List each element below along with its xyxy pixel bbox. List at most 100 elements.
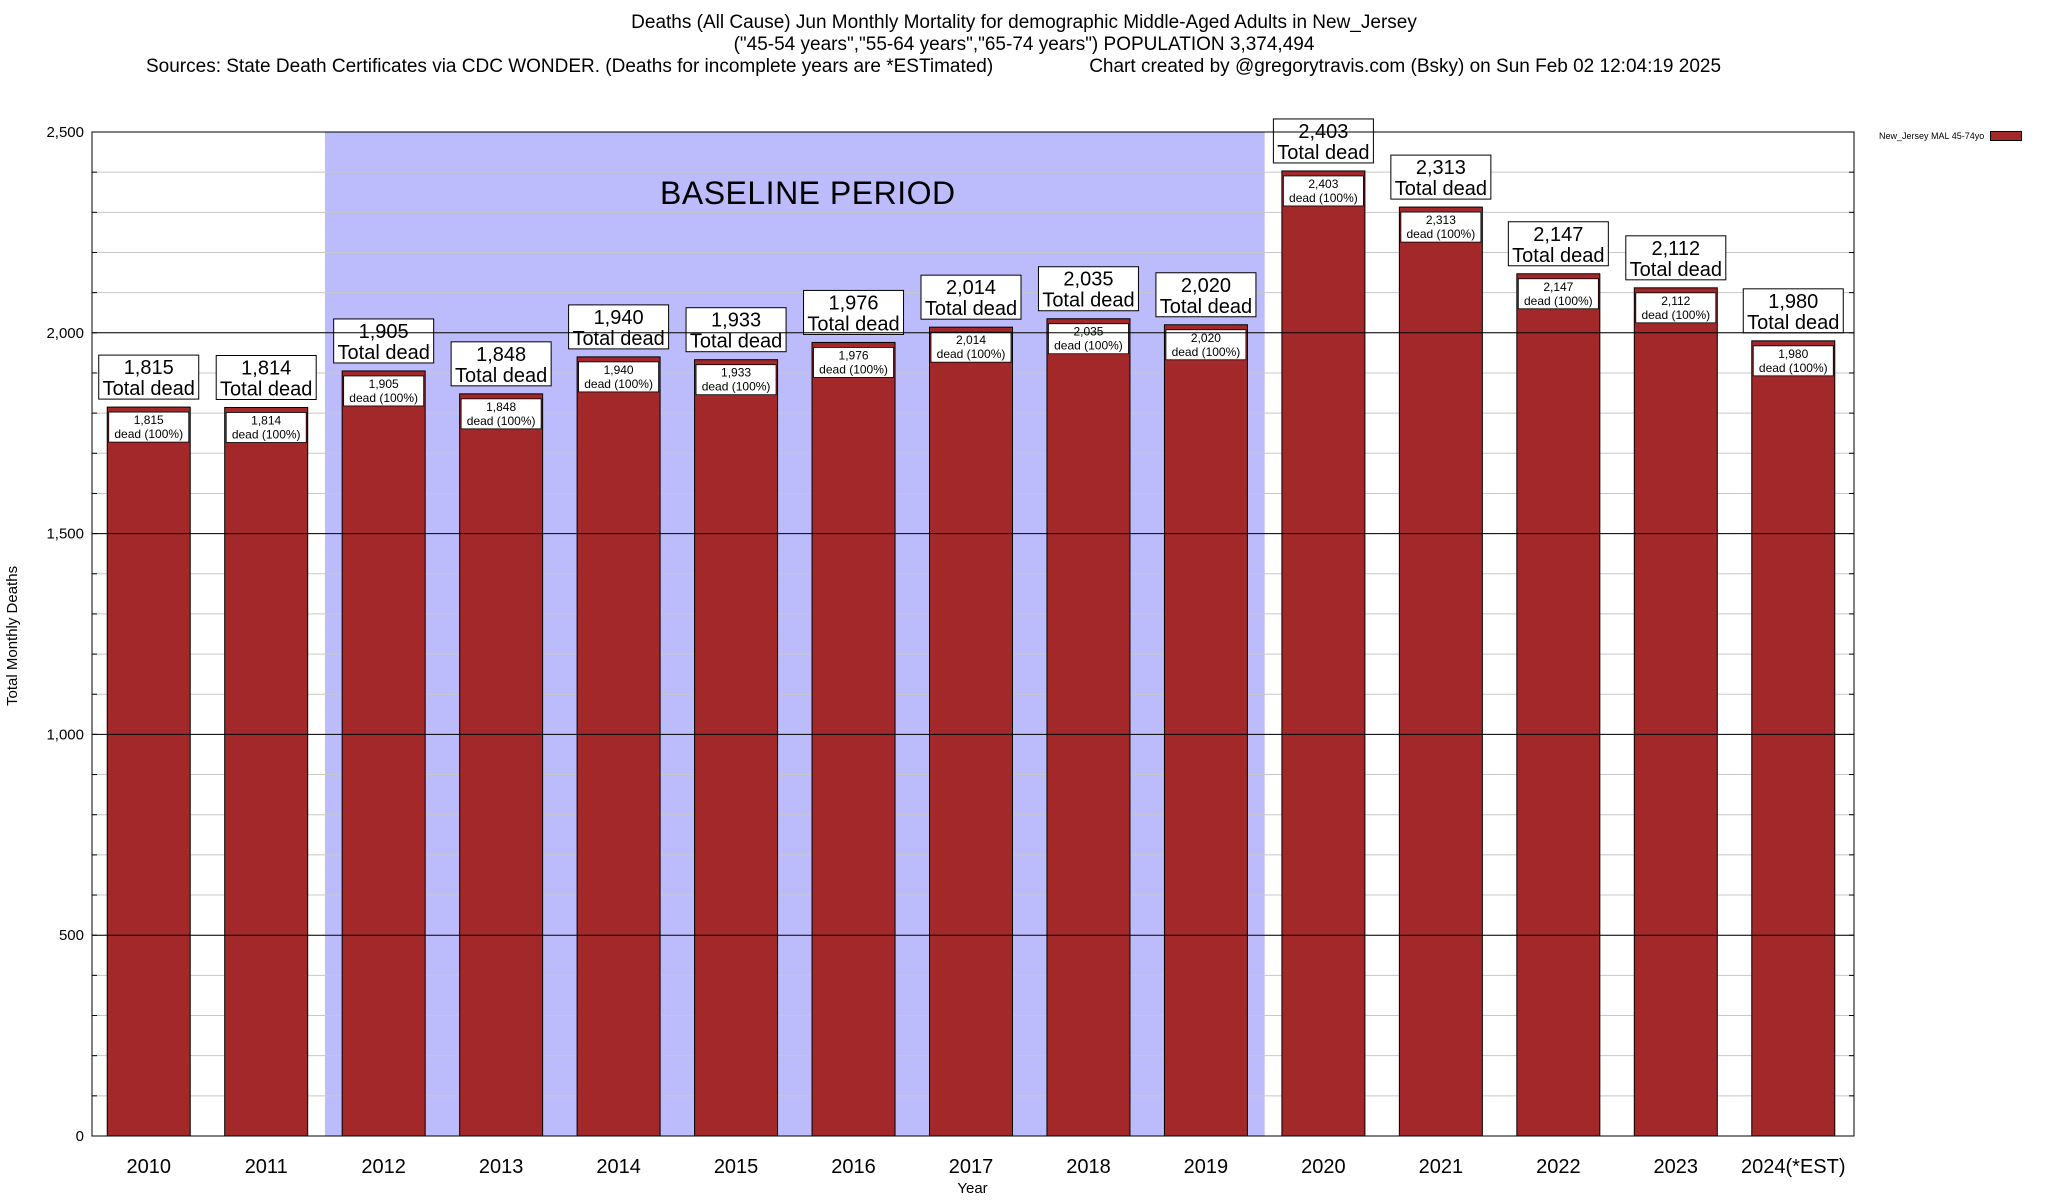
- plot-border: [91, 131, 1855, 1137]
- bar-inner-pct-label: dead (100%): [232, 427, 301, 441]
- bar-inner-value-label: 1,940: [604, 363, 634, 377]
- bar-inner-pct-label: dead (100%): [1054, 339, 1123, 353]
- bar-total-suffix-label: Total dead: [338, 342, 430, 364]
- bar-inner-label-box: [1048, 323, 1129, 355]
- bar-inner-value-label: 2,403: [1308, 177, 1338, 191]
- x-tick-label: 2024(*EST): [1741, 1156, 1846, 1178]
- bar-inner-label-box: [578, 361, 659, 393]
- x-tick-label: 2017: [949, 1156, 994, 1178]
- credit-text: Chart created by @gregorytravis.com (Bsk…: [1089, 56, 1722, 77]
- bar-total-value-label: 1,940: [594, 307, 644, 329]
- bar-inner-label-box: [343, 375, 425, 407]
- bar-inner-label-box: [1752, 345, 1834, 377]
- bar-total-value-label: 2,014: [946, 277, 996, 299]
- bar-total-value-label: 1,814: [241, 357, 291, 379]
- bar-inner-pct-label: dead (100%): [584, 377, 653, 391]
- bar-inner-value-label: 1,976: [839, 348, 869, 362]
- bar-total-value-label: 1,848: [476, 344, 526, 366]
- bar-inner-pct-label: dead (100%): [1524, 294, 1593, 308]
- x-tick-label: 2010: [126, 1156, 171, 1178]
- legend-swatch: [1990, 131, 2023, 141]
- bar-inner-label-box: [930, 331, 1012, 363]
- x-tick-label: 2015: [714, 1156, 759, 1178]
- bar-inner-value-label: 1,933: [721, 366, 751, 380]
- bar: [1751, 340, 1836, 1137]
- bar-inner-label-box: [1635, 292, 1717, 324]
- bar-inner-value-label: 1,848: [486, 400, 516, 414]
- y-tick-label: 1,000: [46, 726, 84, 743]
- bar-total-label-box: [1390, 154, 1492, 200]
- y-tick-label: 2,000: [46, 325, 84, 342]
- bar-inner-value-label: 2,112: [1661, 294, 1690, 308]
- bar-total-value-label: 2,112: [1652, 238, 1701, 260]
- bar: [576, 356, 661, 1137]
- bar: [1633, 287, 1718, 1137]
- y-tick-label: 1,500: [46, 526, 84, 543]
- x-axis-label: Year: [957, 1180, 988, 1197]
- bar: [1516, 273, 1601, 1137]
- bar-total-suffix-label: Total dead: [690, 331, 782, 353]
- baseline-period-label: BASELINE PERIOD: [660, 175, 956, 211]
- bar-total-suffix-label: Total dead: [1160, 296, 1252, 318]
- bar-total-label-box: [1272, 118, 1374, 164]
- bar-inner-pct-label: dead (100%): [1289, 191, 1358, 205]
- bar-total-label-box: [333, 318, 435, 364]
- bar: [1281, 170, 1366, 1137]
- bar-inner-label-box: [813, 347, 894, 378]
- bar-total-value-label: 1,980: [1768, 291, 1818, 313]
- bar-total-value-label: 2,035: [1063, 269, 1113, 291]
- x-tick-label: 2021: [1419, 1156, 1464, 1178]
- bar-inner-value-label: 2,014: [956, 333, 986, 347]
- y-axis-label: Total Monthly Deaths: [4, 565, 21, 706]
- bar-total-label-box: [215, 354, 317, 400]
- title-line-2: ("45-54 years","55-64 years","65-74 year…: [733, 34, 1315, 55]
- x-tick-label: 2013: [479, 1156, 524, 1178]
- bar: [106, 406, 191, 1137]
- bar-inner-pct-label: dead (100%): [937, 347, 1006, 361]
- bar-total-value-label: 2,147: [1533, 224, 1583, 246]
- bar: [694, 359, 779, 1137]
- bar-total-value-label: 2,020: [1181, 275, 1231, 297]
- bar-total-suffix-label: Total dead: [1747, 312, 1839, 334]
- bar-total-suffix-label: Total dead: [1277, 142, 1369, 164]
- bar-inner-value-label: 1,980: [1778, 347, 1808, 361]
- bar-total-value-label: 2,313: [1416, 157, 1466, 179]
- bar-inner-value-label: 1,905: [369, 377, 399, 391]
- x-tick-label: 2016: [831, 1156, 876, 1178]
- bar-inner-value-label: 1,814: [251, 413, 281, 427]
- bar-total-value-label: 1,815: [124, 357, 174, 379]
- bar-total-suffix-label: Total dead: [220, 378, 312, 400]
- bar-inner-pct-label: dead (100%): [1641, 308, 1710, 322]
- bar-inner-pct-label: dead (100%): [114, 427, 183, 441]
- x-tick-label: 2019: [1184, 1156, 1229, 1178]
- x-tick-label: 2023: [1654, 1156, 1699, 1178]
- bar-total-suffix-label: Total dead: [925, 298, 1017, 320]
- bar: [929, 326, 1013, 1137]
- sources-text: Sources: State Death Certificates via CD…: [146, 56, 994, 77]
- bar-total-suffix-label: Total dead: [1512, 245, 1604, 267]
- bar-inner-label-box: [108, 411, 190, 443]
- bar-inner-value-label: 2,020: [1191, 331, 1221, 345]
- bar-total-suffix-label: Total dead: [455, 365, 547, 387]
- bar-inner-pct-label: dead (100%): [1407, 227, 1476, 241]
- bar-inner-label-box: [1400, 211, 1482, 243]
- title-line-1: Deaths (All Cause) Jun Monthly Mortality…: [631, 12, 1417, 33]
- bar-inner-label-box: [460, 398, 542, 430]
- y-tick-label: 0: [76, 1128, 84, 1145]
- x-tick-label: 2020: [1301, 1156, 1346, 1178]
- legend: New_Jersey MAL 45-74yo: [1879, 131, 2023, 141]
- bar-total-label-box: [1037, 266, 1139, 312]
- bar-inner-label-box: [1517, 278, 1599, 310]
- bar-total-label-box: [1742, 288, 1844, 334]
- bar-total-value-label: 1,976: [829, 292, 879, 314]
- bar-inner-label-box: [225, 412, 307, 443]
- bar-total-label-box: [803, 289, 905, 335]
- bar-total-value-label: 1,905: [359, 321, 409, 343]
- x-tick-label: 2018: [1066, 1156, 1111, 1178]
- bar-inner-pct-label: dead (100%): [349, 391, 418, 405]
- title-line-3: Sources: State Death Certificates via CD…: [0, 56, 2048, 78]
- bar-total-suffix-label: Total dead: [1630, 259, 1722, 281]
- x-tick-label: 2022: [1536, 1156, 1581, 1178]
- bar-total-label-box: [1625, 235, 1727, 281]
